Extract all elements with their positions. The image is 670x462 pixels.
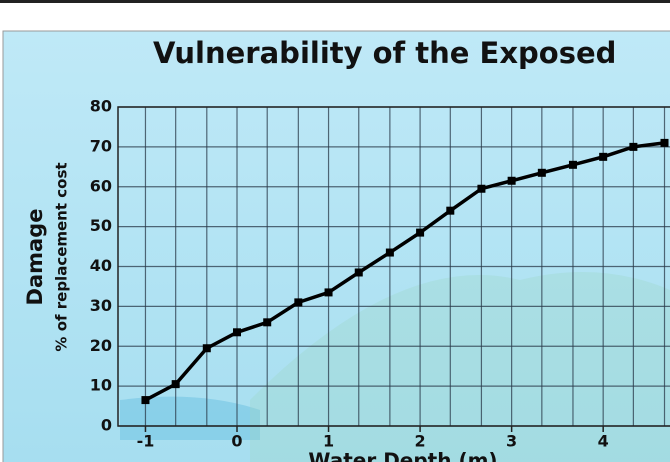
point <box>325 288 333 296</box>
point <box>416 229 424 237</box>
y-axis-label: Damage <box>23 209 47 306</box>
x-tick-label: 4 <box>598 432 609 451</box>
y-tick-label: 80 <box>90 97 112 116</box>
point <box>172 380 180 388</box>
point <box>386 249 394 257</box>
y-tick-label: 10 <box>90 376 112 395</box>
x-axis-label: Water Depth (m) <box>308 449 497 462</box>
point <box>446 207 454 215</box>
y-tick-label: 50 <box>90 216 112 235</box>
y-tick-label: 70 <box>90 136 112 155</box>
point <box>141 396 149 404</box>
y-tick-label: 0 <box>101 416 112 435</box>
point <box>355 268 363 276</box>
point <box>661 139 669 147</box>
y-tick-label: 20 <box>90 336 112 355</box>
y-tick-label: 40 <box>90 256 112 275</box>
x-tick-label: 0 <box>231 432 242 451</box>
point <box>203 344 211 352</box>
point <box>538 169 546 177</box>
point <box>263 318 271 326</box>
point <box>629 143 637 151</box>
y-tick-label: 30 <box>90 296 112 315</box>
x-tick-label: -1 <box>137 432 155 451</box>
point <box>294 298 302 306</box>
chart: Vulnerability of the Exposed Damage % of… <box>0 0 670 462</box>
point <box>508 177 516 185</box>
x-tick-label: 3 <box>506 432 517 451</box>
point <box>477 185 485 193</box>
point <box>569 161 577 169</box>
point <box>599 153 607 161</box>
page: Vulnerability of the Exposed Damage % of… <box>0 0 670 462</box>
y-tick-label: 60 <box>90 176 112 195</box>
x-tick-label: 2 <box>415 432 426 451</box>
y-axis-sublabel: % of replacement cost <box>53 162 71 351</box>
chart-title: Vulnerability of the Exposed <box>153 36 616 70</box>
x-tick-label: 1 <box>323 432 334 451</box>
top-rule <box>0 0 670 3</box>
point <box>233 328 241 336</box>
